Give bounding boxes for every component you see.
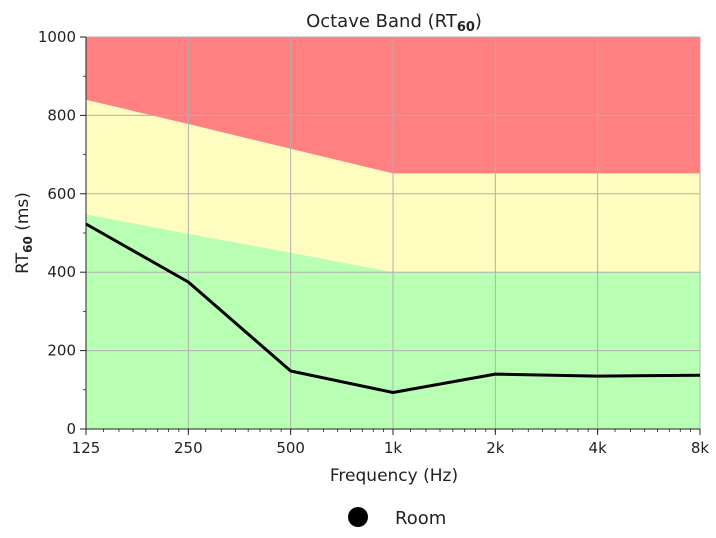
- series-line-room: [85, 222, 701, 394]
- axes: 125 250 500 1k 2k 4k 8k 0 200 400 600 800 1000: [38, 28, 710, 457]
- y-tick-label: 800: [47, 106, 76, 124]
- legend-marker-room: [348, 507, 368, 527]
- x-axis-label: Frequency (Hz): [330, 466, 458, 486]
- x-tick-label: 8k: [691, 439, 710, 457]
- y-tick-label: 0: [66, 420, 76, 438]
- x-tick-label: 1k: [384, 439, 403, 457]
- legend: Room: [348, 507, 446, 529]
- y-tick-label: 1000: [38, 28, 76, 46]
- y-tick-label: 200: [47, 342, 76, 360]
- series-layer: [85, 222, 701, 394]
- legend-label-room: Room: [395, 508, 446, 529]
- y-tick-label: 600: [47, 185, 76, 203]
- chart-title: Octave Band (RT60): [306, 11, 482, 35]
- y-axis-label: RT60 (ms): [13, 192, 35, 274]
- x-tick-label: 125: [72, 439, 101, 457]
- x-tick-label: 250: [174, 439, 203, 457]
- x-tick-label: 4k: [589, 439, 608, 457]
- x-tick-label: 500: [276, 439, 305, 457]
- y-tick-label: 400: [47, 263, 76, 281]
- x-tick-label: 2k: [486, 439, 505, 457]
